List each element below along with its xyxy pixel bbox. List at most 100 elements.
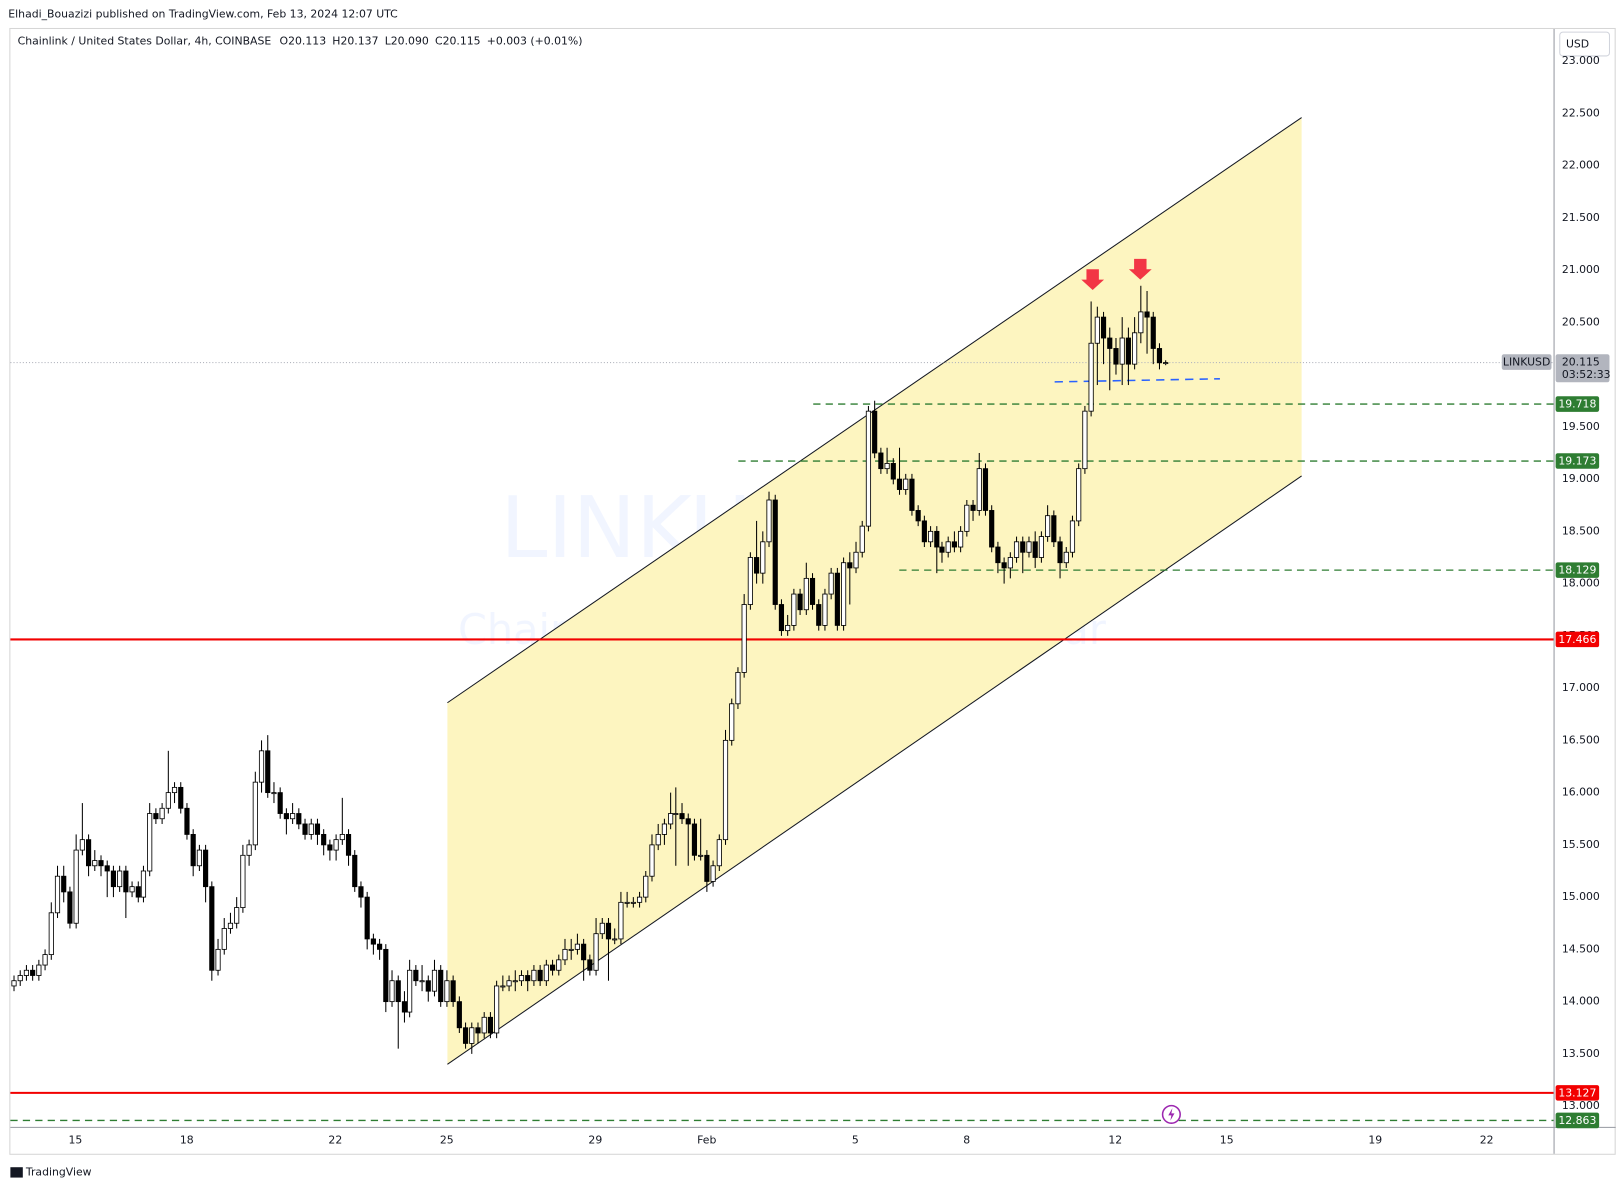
- candle-body: [890, 463, 896, 480]
- candle-body: [494, 985, 500, 1034]
- candle-body: [389, 980, 395, 1003]
- candle-body: [581, 943, 587, 961]
- symbol-legend: Chainlink / United States Dollar, 4h, CO…: [18, 34, 583, 47]
- candle-body: [928, 530, 934, 543]
- candle-body: [271, 792, 277, 795]
- candle-body: [754, 557, 760, 574]
- candle-body: [184, 807, 190, 835]
- candle-body: [884, 463, 890, 470]
- candle-body: [1100, 316, 1107, 339]
- candle-body: [321, 834, 327, 846]
- candle-body: [574, 943, 580, 950]
- candle-body: [258, 750, 265, 783]
- y-tick-label: 15.000: [1562, 890, 1600, 903]
- candle-body: [190, 834, 196, 867]
- y-tick-label: 20.500: [1562, 315, 1600, 328]
- event-icon-bolt: [1168, 1108, 1175, 1121]
- level-badge: [1555, 562, 1600, 578]
- candle-body: [252, 781, 258, 846]
- level-label: 12.863: [1558, 1114, 1596, 1127]
- candle-body: [308, 823, 314, 835]
- frame: [9, 27, 1616, 1155]
- ohlc-key: O: [280, 34, 289, 47]
- candle-body: [1119, 337, 1125, 365]
- candle-body: [147, 813, 153, 872]
- candle-body: [450, 980, 456, 1003]
- ohlc-value: 20.090: [391, 34, 429, 47]
- candle-body: [165, 792, 171, 809]
- candle-body: [110, 870, 117, 888]
- candle-body: [159, 807, 165, 820]
- candle-body: [1144, 311, 1150, 318]
- candle-body: [1088, 342, 1094, 412]
- candle-body: [685, 818, 691, 825]
- candle-body: [377, 943, 383, 950]
- candle-body: [265, 750, 271, 794]
- candle-body: [772, 499, 778, 605]
- candle-body: [778, 604, 785, 632]
- candle-body: [964, 504, 970, 532]
- candle-body: [48, 912, 54, 956]
- currency[interactable]: USD: [1566, 38, 1589, 51]
- level-badge: [1555, 631, 1600, 648]
- candle-body: [42, 954, 48, 966]
- candle-body: [1132, 332, 1138, 365]
- candle-body: [618, 901, 624, 940]
- level-label: 13.127: [1558, 1086, 1596, 1099]
- y-tick-label: 22.500: [1562, 106, 1600, 119]
- candle-body: [982, 468, 989, 511]
- candle-body: [1007, 557, 1013, 569]
- candle-body: [785, 624, 791, 632]
- candle-body: [92, 860, 98, 867]
- candle-body: [518, 975, 525, 982]
- candle-body: [803, 577, 809, 611]
- y-tick-label: 15.500: [1562, 838, 1600, 851]
- candle-body: [710, 865, 716, 882]
- level-label: 19.718: [1558, 398, 1596, 411]
- candle-body: [599, 922, 605, 935]
- candle-body: [1125, 337, 1131, 365]
- currency-button[interactable]: [1559, 31, 1610, 57]
- candle-body: [153, 813, 159, 820]
- candle-body: [475, 1027, 481, 1034]
- candle-body: [487, 1016, 494, 1034]
- candle-body: [1150, 316, 1156, 349]
- candle-body: [568, 948, 574, 951]
- candle-body: [512, 980, 518, 983]
- y-tick-label: 19.000: [1562, 472, 1600, 485]
- candle-body: [469, 1027, 475, 1044]
- candle-body: [612, 938, 618, 941]
- candle-body: [791, 593, 797, 626]
- candle-body: [1020, 541, 1026, 553]
- candle-body: [1069, 520, 1076, 553]
- candle-body: [413, 969, 419, 982]
- candle-body: [673, 813, 679, 815]
- candle-body: [117, 870, 123, 888]
- brand: TradingView: [25, 1165, 92, 1178]
- candle-body: [722, 739, 729, 841]
- candle-body: [1063, 551, 1069, 564]
- candle-body: [1013, 541, 1020, 558]
- candle-body: [54, 875, 61, 914]
- candle-body: [419, 980, 425, 983]
- candle-body: [1094, 316, 1100, 344]
- candle-body: [135, 886, 141, 898]
- ohlc-value: 20.113: [288, 34, 326, 47]
- candle-body: [934, 530, 940, 548]
- candle-body: [1082, 410, 1088, 470]
- countdown: 03:52:33: [1562, 368, 1611, 381]
- candle-body: [17, 975, 23, 982]
- candle-body: [1076, 468, 1082, 522]
- candle-body: [1001, 562, 1007, 569]
- candle-body: [73, 849, 79, 924]
- candle-body: [543, 964, 549, 982]
- candle-body: [104, 865, 110, 872]
- candle-body: [878, 452, 884, 470]
- candle-body: [747, 557, 753, 605]
- candle-body: [1138, 311, 1144, 334]
- level-badge: [1555, 1085, 1600, 1101]
- candle-body: [61, 875, 67, 893]
- candle-body: [290, 813, 296, 820]
- candle-body: [67, 891, 73, 924]
- x-tick-label: Feb: [697, 1133, 716, 1146]
